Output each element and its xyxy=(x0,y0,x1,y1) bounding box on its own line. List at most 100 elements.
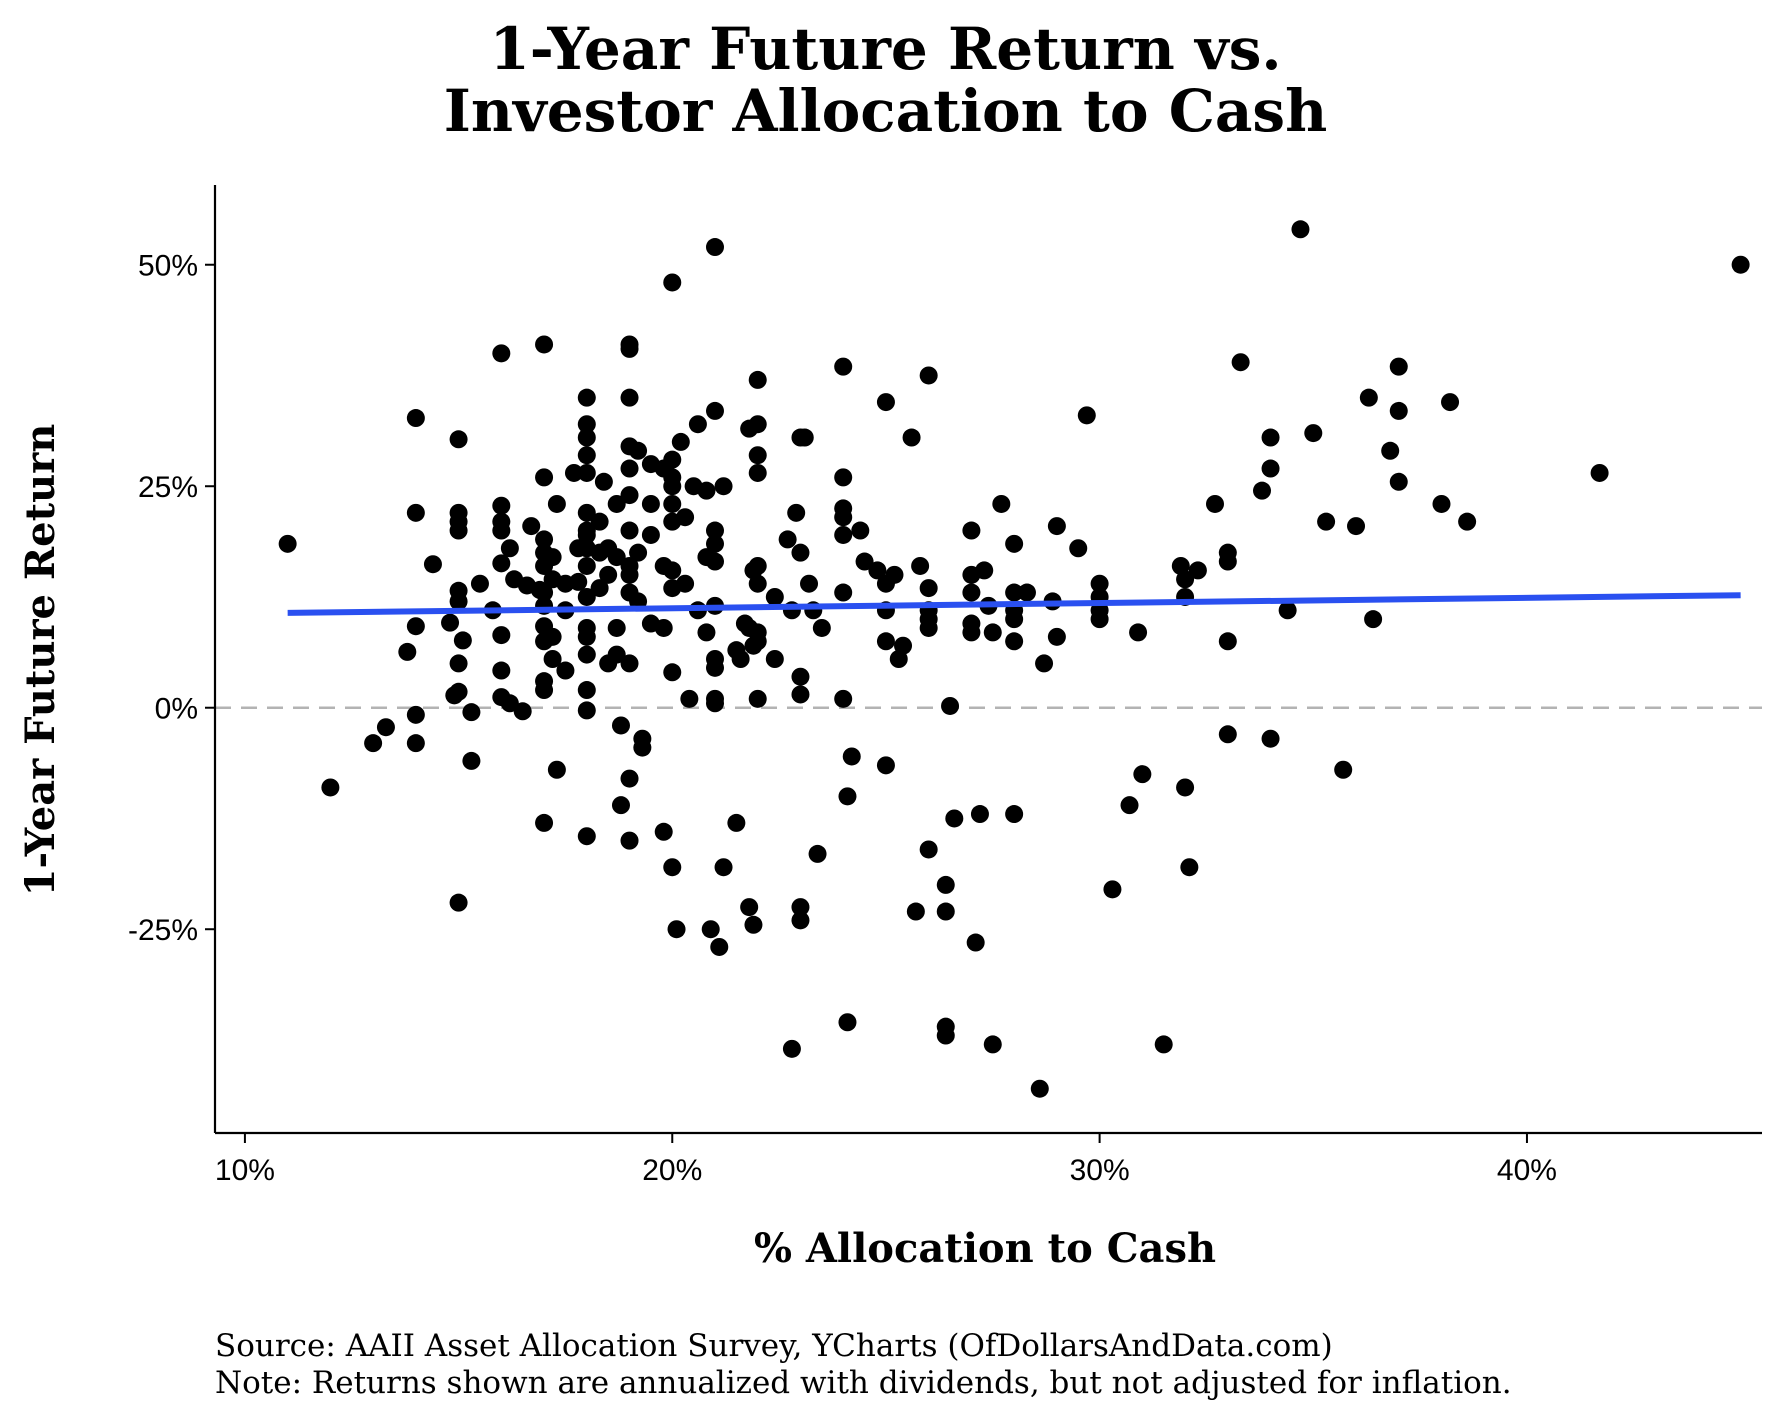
data-point xyxy=(607,494,626,513)
data-point xyxy=(406,617,425,636)
data-point xyxy=(1154,1035,1173,1054)
data-point xyxy=(992,494,1011,513)
data-point xyxy=(1218,725,1237,744)
trend-line xyxy=(287,592,1741,616)
data-point xyxy=(577,627,596,646)
data-point xyxy=(535,530,554,549)
data-point xyxy=(902,428,921,447)
data-point xyxy=(800,574,819,593)
trend-line-path xyxy=(287,592,1741,616)
data-point xyxy=(453,631,472,650)
methodology-note: Note: Returns shown are annualized with … xyxy=(215,1365,1512,1401)
data-point xyxy=(936,1026,955,1045)
data-point xyxy=(406,705,425,724)
data-point xyxy=(470,574,489,593)
data-point xyxy=(535,813,554,832)
data-point xyxy=(983,1035,1002,1054)
data-point xyxy=(834,583,853,602)
data-point xyxy=(748,632,767,651)
data-point xyxy=(705,534,724,553)
data-point xyxy=(1030,1079,1049,1098)
x-tick-label: 10% xyxy=(215,1154,275,1187)
data-point xyxy=(492,626,511,645)
data-point xyxy=(620,565,639,584)
data-point xyxy=(577,827,596,846)
data-point xyxy=(543,627,562,646)
data-point xyxy=(1218,632,1237,651)
data-point xyxy=(1261,428,1280,447)
data-point xyxy=(577,701,596,720)
data-point xyxy=(894,636,913,655)
data-point xyxy=(787,503,806,522)
data-point xyxy=(714,858,733,877)
data-point xyxy=(1381,441,1400,460)
data-point xyxy=(748,574,767,593)
data-point xyxy=(1129,623,1148,642)
data-point xyxy=(406,503,425,522)
data-point xyxy=(808,844,827,863)
data-point xyxy=(1069,539,1088,558)
data-point xyxy=(748,446,767,465)
data-point xyxy=(748,370,767,389)
data-point xyxy=(834,357,853,376)
data-point xyxy=(966,933,985,952)
data-point xyxy=(522,517,541,536)
data-point xyxy=(564,463,583,482)
data-point xyxy=(513,702,532,721)
data-point xyxy=(547,494,566,513)
data-point xyxy=(671,432,690,451)
data-point xyxy=(620,831,639,850)
data-point xyxy=(697,481,716,500)
data-point xyxy=(962,623,981,642)
data-point xyxy=(406,409,425,428)
data-point xyxy=(705,694,724,713)
data-point xyxy=(906,902,925,921)
data-point xyxy=(462,751,481,770)
data-point xyxy=(577,415,596,434)
data-point xyxy=(500,539,519,558)
data-point xyxy=(1304,424,1323,443)
data-point xyxy=(1253,481,1272,500)
data-point xyxy=(577,388,596,407)
y-tick-label: 0% xyxy=(155,693,198,726)
data-point xyxy=(577,645,596,664)
data-point xyxy=(321,778,340,797)
data-point xyxy=(945,809,964,828)
data-point xyxy=(629,441,648,460)
data-point xyxy=(705,238,724,257)
x-axis-label: % Allocation to Cash xyxy=(754,1225,1216,1272)
data-point xyxy=(911,556,930,575)
data-point xyxy=(765,587,784,606)
data-point xyxy=(535,583,554,602)
data-point xyxy=(1035,654,1054,673)
data-point xyxy=(975,561,994,580)
data-point xyxy=(364,734,383,753)
data-point xyxy=(1077,406,1096,425)
data-point xyxy=(663,273,682,292)
y-tick-label: 25% xyxy=(138,471,198,504)
data-point xyxy=(543,548,562,567)
data-point xyxy=(1205,494,1224,513)
data-point xyxy=(449,430,468,449)
data-point xyxy=(1120,796,1139,815)
data-point xyxy=(599,565,618,584)
data-point xyxy=(492,661,511,680)
data-point xyxy=(547,760,566,779)
data-point xyxy=(1334,760,1353,779)
x-tick-label: 30% xyxy=(1070,1154,1130,1187)
data-point xyxy=(620,654,639,673)
data-point xyxy=(710,937,729,956)
data-point xyxy=(620,388,639,407)
data-point xyxy=(1005,805,1024,824)
data-point xyxy=(791,667,810,686)
data-point xyxy=(611,716,630,735)
data-point xyxy=(1090,574,1109,593)
data-point xyxy=(834,689,853,708)
data-point xyxy=(663,450,682,469)
data-point xyxy=(842,747,861,766)
data-point xyxy=(423,555,442,574)
data-point xyxy=(1180,858,1199,877)
data-point xyxy=(376,718,395,737)
data-point xyxy=(727,813,746,832)
data-point xyxy=(663,858,682,877)
